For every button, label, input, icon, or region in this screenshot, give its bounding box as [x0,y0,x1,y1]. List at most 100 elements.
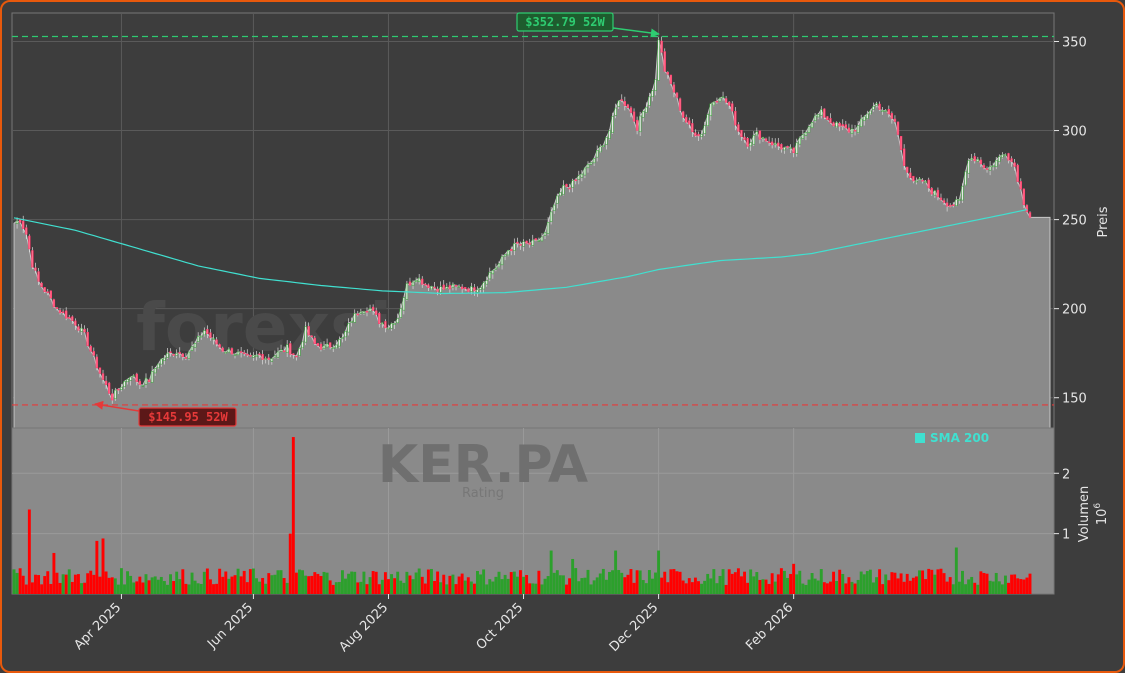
volume-bar-down [49,583,53,594]
candle-down [936,189,940,198]
volume-bar-down [374,571,378,594]
candle-down [104,380,108,385]
volume-bar-down [64,574,68,594]
volume-bar-up [162,581,166,594]
candle-down [906,166,909,173]
volume-bar-down [43,576,47,594]
candle-up [553,204,556,211]
candle-down [184,357,188,359]
candle-down [52,299,56,308]
candle-down [942,200,946,203]
volume-bar-down [331,584,335,594]
low-52w-label: $145.95 52W [148,410,228,424]
high-52w-annotation: $352.79 52W [516,12,660,38]
volume-bar-down [979,571,983,594]
candle-down [1028,212,1032,218]
volume-bar-up [555,570,559,594]
volume-bar-down [21,575,25,594]
candle-up [163,357,166,361]
volume-bar-up [380,579,384,594]
volume-bar-up [153,576,157,594]
candle-up [479,287,482,290]
volume-bar-up [786,577,789,594]
candle-down [780,144,783,150]
candle-up [359,311,363,314]
volume-bar-up [657,550,661,594]
volume-bar-up [463,580,467,594]
candle-down [1025,204,1029,213]
candle-up [970,157,973,160]
rating-watermark: Rating [462,486,504,501]
candle-up [129,376,132,381]
volume-bar-up [285,582,289,594]
volume-bar-down [899,573,903,594]
candle-up [639,115,642,133]
volume-bar-up [144,574,148,594]
candle-down [111,393,114,401]
volume-bar-down [466,577,470,594]
volume-bar-up [614,550,618,594]
volume-bar-up [359,581,363,594]
candle-down [169,351,172,354]
volume-bar-down [423,583,427,594]
candle-down [893,118,897,122]
candle-up [749,142,752,147]
volume-bar-up [276,570,280,594]
candle-down [328,342,332,348]
candle-up [513,243,516,251]
volume-bar-up [202,571,206,594]
candle-up [752,135,755,145]
candle-up [362,311,366,314]
candle-down [267,357,270,360]
candle-down [878,103,881,110]
volume-bar-down [147,580,151,594]
candle-up [789,147,792,149]
candle-up [411,281,415,287]
volume-bar-down [245,582,249,594]
candle-up [884,110,887,112]
volume-bar-up [841,573,845,594]
volume-bar-down [887,580,891,594]
candle-down [510,248,513,252]
candle-down [832,122,835,127]
volume-bar-down [727,569,731,594]
price-tick-label: 300 [1062,125,1087,140]
volume-bar-up [884,574,888,594]
price-axis-label: Preis [1096,206,1111,237]
candle-up [955,199,958,207]
candle-up [835,121,838,128]
volume-bar-down [779,568,783,594]
volume-bar-up [918,570,921,594]
candle-down [18,219,22,223]
candle-up [602,145,605,147]
volume-bar-down [985,573,989,594]
sma-200-line [13,209,1028,295]
volume-bar-down [1022,579,1026,594]
volume-bar-down [472,583,476,594]
volume-bar-up [150,577,154,594]
volume-bar-down [776,574,780,594]
volume-bar-down [939,568,943,594]
candle-down [138,380,142,385]
candle-up [120,386,123,390]
candle-up [586,163,590,169]
candle-up [813,115,817,122]
candle-up [190,346,194,351]
volume-bar-down [233,575,237,594]
candle-down [565,184,568,188]
volume-bar-down [924,579,928,594]
volume-bar-down [623,577,627,594]
candle-down [635,119,639,131]
candle-up [592,158,596,164]
volume-bar-up [429,568,433,594]
volume-bar-down [844,583,848,594]
volume-bar-up [15,572,19,594]
candle-down [826,116,829,120]
volume-bar-up [347,573,351,594]
volume-bar-up [862,574,866,594]
candle-down [61,311,65,314]
volume-bar-up [997,581,1001,594]
volume-bar-down [101,538,105,594]
volume-bar-down [681,580,685,594]
volume-bar-up [752,576,756,594]
